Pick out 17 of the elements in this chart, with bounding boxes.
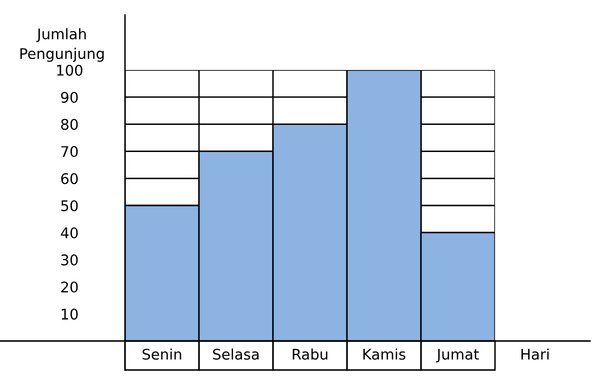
y-tick-label: 90 [61, 92, 78, 103]
y-axis-title: Jumlah Pengunjung [20, 28, 104, 62]
y-tick-label: 30 [61, 254, 78, 266]
x-tick-label: Selasa [213, 348, 259, 360]
x-axis-title: Hari [521, 348, 549, 360]
y-tick-label: 70 [61, 146, 78, 158]
y-tick-label: 40 [60, 227, 78, 238]
y-tick-label: 10 [62, 308, 78, 320]
x-tick-label: Rabu [292, 348, 328, 360]
y-tick-label: 60 [61, 173, 78, 184]
y-tick-label: 100 [57, 64, 82, 76]
x-tick-label: Jumat [436, 348, 479, 362]
y-tick-label: 80 [61, 118, 78, 130]
y-tick-label: 50 [61, 200, 78, 212]
y-tick-label: 20 [61, 282, 78, 293]
x-tick-label: Kamis [363, 348, 406, 360]
x-tick-label: Senin [142, 348, 182, 360]
